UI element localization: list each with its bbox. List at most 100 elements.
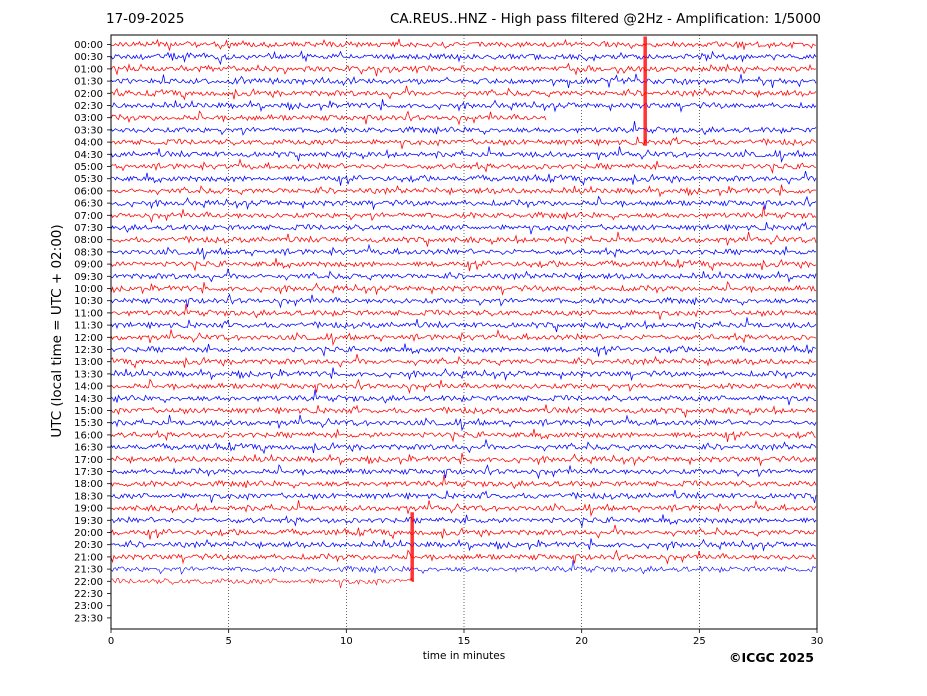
trace-1830 [110,489,817,503]
trace-0830 [110,243,817,261]
trace-1800 [110,474,817,490]
y-tick-label: 13:00 [74,357,103,368]
chart-title: CA.REUS..HNZ - High pass filtered @2Hz -… [389,11,821,27]
x-axis-label: time in minutes [422,650,506,662]
trace-1230 [110,343,817,358]
trace-0600 [110,184,817,198]
y-tick-label: 14:30 [74,394,103,405]
y-tick-label: 16:00 [74,430,103,441]
y-tick-label: 08:30 [74,247,103,258]
y-tick-label: 03:00 [74,113,103,124]
y-tick-label: 12:30 [74,345,103,356]
y-tick-label: 15:00 [74,406,103,417]
trace-0700 [110,206,817,224]
trace-0900 [110,258,817,272]
trace-0530 [110,171,817,186]
y-tick-label: 08:00 [74,235,103,246]
y-tick-label: 20:00 [74,528,103,539]
trace-1400 [110,378,817,394]
plot-frame [110,34,818,630]
trace-1300 [110,354,817,369]
y-tick-label: 06:00 [74,186,103,197]
y-tick-label: 03:30 [74,125,103,136]
trace-0100 [110,62,817,77]
trace-0400 [110,136,817,149]
x-tick-label: 5 [225,636,231,647]
y-tick-label: 19:00 [74,504,103,515]
trace-1700 [110,452,817,467]
event-spike [643,36,647,146]
y-tick-label: 19:30 [74,516,103,527]
y-tick-label: 17:00 [74,455,103,466]
y-tick-label: 01:30 [74,77,103,88]
copyright-label: ©ICGC 2025 [729,650,814,665]
date-label: 17-09-2025 [106,11,185,27]
trace-0130 [110,73,817,88]
x-tick-label: 0 [108,636,114,647]
y-tick-label: 05:30 [74,174,103,185]
x-tick-label: 20 [575,636,588,647]
trace-1030 [110,293,817,309]
y-tick-label: 15:30 [74,418,103,429]
trace-1100 [110,303,817,320]
y-tick-label: 10:00 [74,284,103,295]
trace-1330 [110,367,817,382]
trace-1530 [110,414,817,432]
trace-0200 [110,85,817,101]
y-tick-label: 16:30 [74,443,103,454]
trace-1900 [110,499,817,517]
y-tick-label: 13:30 [74,369,103,380]
y-tick-label: 02:00 [74,89,103,100]
trace-1500 [110,404,817,418]
trace-1000 [110,281,817,296]
y-tick-label: 18:00 [74,479,103,490]
y-tick-label: 04:00 [74,138,103,149]
y-tick-label: 17:30 [74,467,103,478]
y-tick-label: 21:30 [74,565,103,576]
y-tick-label: 09:00 [74,260,103,271]
grid-group [228,35,700,629]
y-tick-label: 00:00 [74,40,103,51]
trace-2000 [110,524,817,540]
trace-1130 [110,317,817,333]
trace-1630 [110,439,817,455]
traces-group [110,36,817,589]
y-tick-label: 11:30 [74,321,103,332]
y-tick-label: 09:30 [74,272,103,283]
y-tick-label: 14:00 [74,382,103,393]
trace-1430 [110,389,817,406]
trace-0330 [110,120,817,136]
trace-0000 [110,38,817,52]
x-tick-label: 10 [340,636,353,647]
trace-2200 [110,577,415,589]
trace-0730 [110,221,817,235]
y-tick-label: 20:30 [74,540,103,551]
trace-0630 [110,195,817,211]
y-tick-label: 22:30 [74,589,103,600]
y-tick-label: 21:00 [74,552,103,563]
trace-1600 [110,428,817,443]
trace-0430 [110,146,817,164]
y-tick-label: 22:00 [74,577,103,588]
y-tick-label: 12:00 [74,333,103,344]
y-tick-label: 23:00 [74,601,103,612]
y-tick-label: 00:30 [74,52,103,63]
y-tick-label: 07:00 [74,211,103,222]
y-tick-label: 04:30 [74,150,103,161]
trace-0500 [110,158,817,175]
trace-1200 [110,328,817,347]
y-tick-label: 05:00 [74,162,103,173]
x-tick-label: 30 [811,636,824,647]
y-tick-label: 02:30 [74,101,103,112]
trace-0230 [110,99,817,113]
y-tick-label: 07:30 [74,223,103,234]
y-tick-label: 23:30 [74,613,103,624]
trace-2130 [110,560,817,575]
x-ticks-group: 0 5 10 15 20 25 30 [108,629,824,647]
trace-0300 [110,110,547,126]
trace-0030 [110,50,817,66]
trace-2100 [110,549,816,565]
event-spike [410,512,414,582]
y-tick-label: 18:30 [74,491,103,502]
